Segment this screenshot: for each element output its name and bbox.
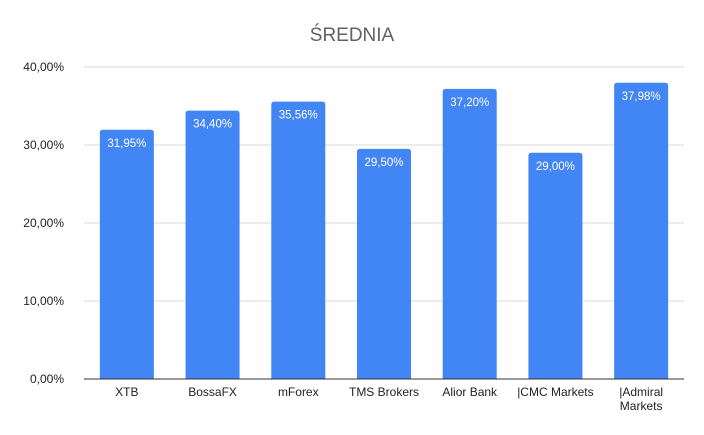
x-tick-label-line: mForex [278, 385, 319, 399]
x-tick-label: |CMC Markets [517, 385, 593, 399]
data-label: 37,98% [622, 91, 661, 103]
data-label: 29,00% [536, 161, 575, 173]
bar [614, 82, 669, 380]
y-tick-label: 20,00% [23, 216, 64, 230]
data-label: 37,20% [450, 97, 489, 109]
y-tick-label: 40,00% [23, 60, 64, 74]
data-label: 31,95% [107, 138, 146, 150]
y-tick-label: 0,00% [30, 372, 64, 386]
bar [271, 101, 326, 379]
y-axis-ticks: 0,00% 10,00% 20,00% 30,00% 40,00% [23, 60, 64, 386]
x-tick-label-line: TMS Brokers [349, 385, 419, 399]
bars [99, 82, 669, 380]
x-tick-label: mForex [278, 385, 319, 399]
bar [185, 110, 240, 380]
x-tick-label-line: |CMC Markets [517, 385, 593, 399]
data-labels: 31,95% 34,40% 35,56% 29,50% 37,20% 29,00% 37,9… [107, 91, 660, 173]
x-axis-ticks: XTB BossaFX mForex TMS Brokers Alior Bank |CM… [115, 385, 663, 413]
x-tick-label-line: XTB [115, 385, 138, 399]
bar [357, 148, 411, 379]
x-tick-label-line: Alior Bank [442, 385, 498, 399]
chart-title: ŚREDNIA [310, 24, 395, 46]
x-tick-label: BossaFX [188, 385, 237, 399]
data-label: 35,56% [279, 110, 318, 122]
x-tick-label-line: BossaFX [188, 385, 237, 399]
bar [442, 88, 497, 379]
data-label: 34,40% [193, 119, 232, 131]
data-label: 29,50% [364, 157, 403, 169]
bar [99, 129, 154, 379]
x-tick-label-line: |Admiral [619, 385, 663, 399]
bar [528, 152, 583, 379]
x-tick-label: TMS Brokers [349, 385, 419, 399]
x-tick-label-line: Markets [620, 399, 663, 413]
y-tick-label: 30,00% [23, 138, 64, 152]
x-tick-label: Alior Bank [442, 385, 498, 399]
y-tick-label: 10,00% [23, 294, 64, 308]
x-tick-label: |Admiral Markets [619, 385, 663, 413]
x-tick-label: XTB [115, 385, 138, 399]
